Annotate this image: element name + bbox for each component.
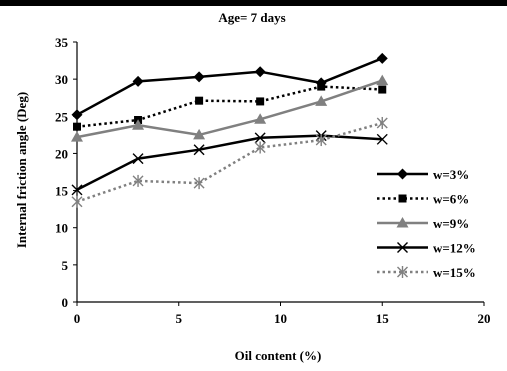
data-point-w15 <box>71 195 83 208</box>
data-point-w9 <box>376 74 389 86</box>
series-line-w6 <box>76 85 383 128</box>
x-axis-label: Oil content (%) <box>235 348 322 363</box>
legend-item-w9: w=9% <box>377 216 469 231</box>
legend-marker <box>397 168 408 180</box>
data-point-w12 <box>254 132 266 144</box>
data-point-w6 <box>73 122 81 131</box>
series-line-w9 <box>76 79 383 139</box>
x-tick-label: 20 <box>478 311 491 326</box>
marker-stroke <box>376 133 388 145</box>
data-point-w9 <box>71 131 83 142</box>
data-point-w15 <box>315 134 327 147</box>
data-point-w15 <box>193 177 205 190</box>
series-w6 <box>73 82 387 131</box>
legend-box <box>368 159 502 290</box>
legend-marker <box>398 194 407 203</box>
legend-marker <box>397 266 408 278</box>
data-point-w3 <box>132 75 144 87</box>
legend-marker <box>396 217 409 228</box>
legend-label: w=9% <box>433 216 469 231</box>
data-point-w12 <box>193 144 205 156</box>
series-line-w12 <box>76 134 383 191</box>
y-tick-label: 20 <box>55 146 68 161</box>
y-axis-label: Internal friction angle (Deg) <box>14 92 29 248</box>
data-point-w9 <box>254 113 267 124</box>
legend-label: w=3% <box>433 167 469 182</box>
data-point-w6 <box>378 85 387 94</box>
data-point-w12 <box>376 133 388 145</box>
legend-item-w12: w=12% <box>377 241 476 256</box>
y-tick-label: 0 <box>62 295 69 310</box>
legend-marker <box>397 242 408 253</box>
data-point-w6 <box>195 96 204 105</box>
y-tick-label: 25 <box>55 109 69 124</box>
marker-stroke <box>132 153 144 165</box>
series-w12 <box>71 130 388 196</box>
data-point-w12 <box>71 184 83 196</box>
marker-stroke <box>254 132 266 144</box>
data-point-w15 <box>254 141 266 154</box>
x-tick-label: 0 <box>74 311 81 326</box>
top-border-bar <box>0 0 507 6</box>
marker-stroke <box>71 184 83 196</box>
series-w9 <box>71 74 389 142</box>
y-tick-label: 5 <box>62 258 69 273</box>
y-tick-label: 10 <box>55 221 68 236</box>
legend-label: w=12% <box>433 241 476 256</box>
series-w3 <box>71 52 388 121</box>
legend-item-w6: w=6% <box>377 192 469 207</box>
series-line-w3 <box>76 57 383 116</box>
series-w15 <box>71 116 388 208</box>
legend-label: w=6% <box>433 192 469 207</box>
legend-item-w15: w=15% <box>377 265 476 280</box>
data-point-w9 <box>132 119 145 130</box>
data-point-w3 <box>254 66 266 78</box>
data-point-w6 <box>317 82 326 91</box>
series-line-w15 <box>76 121 383 203</box>
data-point-w3 <box>71 109 83 121</box>
marker-stroke <box>193 144 205 156</box>
x-tick-label: 5 <box>176 311 183 326</box>
legend-label: w=15% <box>433 265 476 280</box>
x-tick-label: 15 <box>376 311 390 326</box>
data-point-w15 <box>132 174 144 187</box>
chart-title: Age= 7 days <box>218 10 285 25</box>
data-point-w6 <box>256 97 265 106</box>
marker-stroke <box>397 242 408 253</box>
y-tick-label: 15 <box>55 184 69 199</box>
data-point-w12 <box>132 153 144 165</box>
legend-item-w3: w=3% <box>377 167 469 182</box>
data-point-w15 <box>376 116 388 129</box>
plot-series <box>71 52 389 208</box>
data-point-w3 <box>193 71 205 83</box>
axes: 0 5 10 15 20 25 30 35 0 5 10 15 20 <box>55 35 491 326</box>
legend: w=3% w=6% w=9% w=12% w=15% <box>377 167 476 280</box>
data-point-w9 <box>193 128 206 140</box>
y-tick-label: 35 <box>55 35 69 50</box>
x-tick-label: 10 <box>274 311 287 326</box>
y-tick-label: 30 <box>55 72 68 87</box>
data-point-w9 <box>315 95 328 106</box>
data-point-w3 <box>376 52 388 64</box>
